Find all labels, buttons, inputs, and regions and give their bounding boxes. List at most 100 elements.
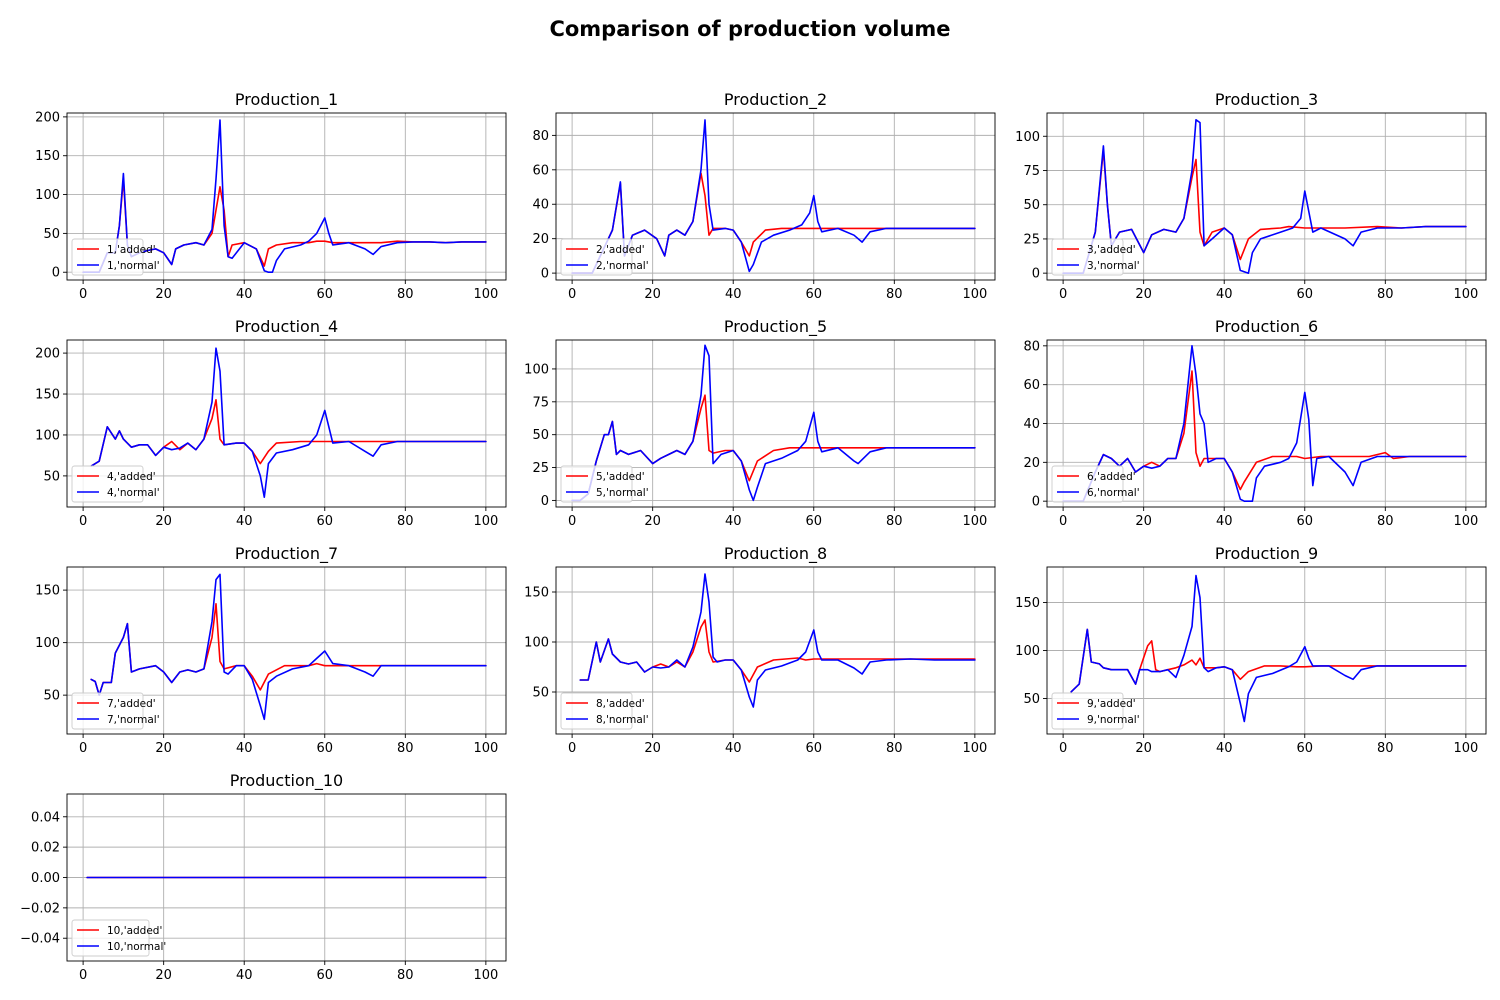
y-tick-label: 200 bbox=[35, 347, 60, 362]
x-tick-label: 60 bbox=[316, 968, 333, 983]
legend: 3,'added' 3,'normal' bbox=[1051, 238, 1140, 276]
legend-label: 1,'added' bbox=[107, 244, 156, 256]
x-tick-label: 40 bbox=[236, 968, 253, 983]
x-tick-label: 40 bbox=[236, 514, 253, 529]
x-tick-label: 20 bbox=[644, 287, 661, 302]
axes-frame bbox=[1046, 112, 1487, 281]
subplot-title: Production_6 bbox=[1215, 317, 1318, 337]
x-tick-label: 20 bbox=[155, 968, 172, 983]
subplot-production-1: Production_1 0 20 40 60 80 100 0 50 100 150 200 1,'a… bbox=[35, 90, 507, 302]
y-tick-label: 25 bbox=[532, 461, 549, 476]
x-tick-label: 60 bbox=[316, 287, 333, 302]
series-line-added bbox=[90, 399, 487, 467]
legend: 10,'added' 10,'normal' bbox=[71, 919, 166, 957]
legend-label: 4,'normal' bbox=[107, 487, 160, 499]
y-tick-label: 50 bbox=[1023, 198, 1040, 213]
x-tick-label: 60 bbox=[805, 514, 822, 529]
legend: 1,'added' 1,'normal' bbox=[71, 238, 160, 276]
y-tick-label: 20 bbox=[532, 232, 549, 247]
x-tick-label: 40 bbox=[1216, 741, 1233, 756]
legend-label: 9,'added' bbox=[1087, 698, 1136, 710]
x-tick-label: 80 bbox=[886, 741, 903, 756]
legend-box bbox=[71, 692, 144, 730]
x-tick-label: 0 bbox=[1059, 741, 1067, 756]
axes-frame bbox=[555, 566, 996, 735]
x-tick-label: 0 bbox=[79, 514, 87, 529]
subplot-production-2: Production_2 0 20 40 60 80 100 0 20 40 60 80 2,'adde… bbox=[532, 90, 996, 302]
y-tick-label: −0.02 bbox=[20, 901, 60, 916]
y-tick-label: 100 bbox=[524, 636, 549, 651]
subplot-title: Production_2 bbox=[724, 90, 827, 110]
y-tick-label: 0 bbox=[541, 267, 549, 282]
x-tick-label: 100 bbox=[962, 287, 987, 302]
x-tick-label: 100 bbox=[473, 287, 498, 302]
legend-label: 1,'normal' bbox=[107, 260, 160, 272]
y-tick-label: 0 bbox=[1032, 267, 1040, 282]
x-tick-label: 0 bbox=[79, 287, 87, 302]
series-line-normal bbox=[90, 573, 487, 721]
x-tick-label: 40 bbox=[236, 287, 253, 302]
legend-box bbox=[71, 465, 144, 503]
x-tick-label: 0 bbox=[1059, 287, 1067, 302]
x-tick-label: 80 bbox=[397, 287, 414, 302]
legend-label: 7,'normal' bbox=[107, 714, 160, 726]
legend-box bbox=[560, 465, 633, 503]
series-line-added bbox=[1070, 628, 1467, 693]
legend-label: 10,'normal' bbox=[107, 941, 166, 953]
legend: 5,'added' 5,'normal' bbox=[560, 465, 649, 503]
y-tick-label: 25 bbox=[1023, 232, 1040, 247]
legend-label: 6,'added' bbox=[1087, 471, 1136, 483]
subplot-production-10: Production_10 0 20 40 60 80 100 −0.04 −0.02 0.00 0… bbox=[20, 771, 507, 983]
y-tick-label: 60 bbox=[532, 163, 549, 178]
x-tick-label: 20 bbox=[155, 741, 172, 756]
y-tick-label: 40 bbox=[532, 198, 549, 213]
legend-label: 5,'added' bbox=[596, 471, 645, 483]
y-tick-label: 0 bbox=[1032, 495, 1040, 510]
y-tick-label: 50 bbox=[43, 689, 60, 704]
y-tick-label: 100 bbox=[35, 636, 60, 651]
x-tick-label: 60 bbox=[805, 287, 822, 302]
x-tick-label: 100 bbox=[1453, 514, 1478, 529]
y-tick-label: 200 bbox=[35, 110, 60, 125]
subplot-title: Production_5 bbox=[724, 317, 827, 337]
x-tick-label: 40 bbox=[1216, 514, 1233, 529]
x-tick-label: 20 bbox=[644, 741, 661, 756]
subplot-title: Production_7 bbox=[235, 544, 338, 564]
subplot-production-8: Production_8 0 20 40 60 80 100 50 100 150 8,'added… bbox=[524, 544, 996, 756]
axes-frame bbox=[66, 339, 507, 508]
axes-frame bbox=[66, 566, 507, 735]
subplot-production-5: Production_5 0 20 40 60 80 100 0 25 50 75 100 5,'add… bbox=[524, 317, 996, 529]
y-tick-label: 0 bbox=[52, 266, 60, 281]
series-line-normal bbox=[1070, 574, 1467, 723]
legend-label: 8,'normal' bbox=[596, 714, 649, 726]
x-tick-label: 0 bbox=[568, 741, 576, 756]
series-line-added bbox=[571, 172, 976, 274]
legend-label: 8,'added' bbox=[596, 698, 645, 710]
y-tick-label: 100 bbox=[1015, 130, 1040, 145]
axes-frame bbox=[555, 339, 996, 508]
legend-box bbox=[1051, 465, 1124, 503]
series-line-normal bbox=[90, 347, 487, 498]
legend-box bbox=[1051, 692, 1124, 730]
legend: 7,'added' 7,'normal' bbox=[71, 692, 160, 730]
x-tick-label: 20 bbox=[1135, 514, 1152, 529]
x-tick-label: 80 bbox=[886, 514, 903, 529]
x-tick-label: 80 bbox=[1377, 287, 1394, 302]
y-tick-label: 40 bbox=[1023, 417, 1040, 432]
subplot-title: Production_1 bbox=[235, 90, 338, 110]
legend-label: 3,'normal' bbox=[1087, 260, 1140, 272]
subplot-title: Production_3 bbox=[1215, 90, 1318, 110]
legend: 6,'added' 6,'normal' bbox=[1051, 465, 1140, 503]
x-tick-label: 80 bbox=[397, 741, 414, 756]
x-tick-label: 0 bbox=[79, 968, 87, 983]
subplot-production-3: Production_3 0 20 40 60 80 100 0 25 50 75 100 3,'add… bbox=[1015, 90, 1487, 302]
legend-label: 7,'added' bbox=[107, 698, 156, 710]
y-tick-label: 75 bbox=[532, 395, 549, 410]
x-tick-label: 80 bbox=[397, 968, 414, 983]
y-tick-label: 0.02 bbox=[31, 841, 60, 856]
legend-box bbox=[71, 238, 144, 276]
x-tick-label: 100 bbox=[962, 514, 987, 529]
y-tick-label: 100 bbox=[35, 428, 60, 443]
subplot-title: Production_4 bbox=[235, 317, 338, 337]
x-tick-label: 100 bbox=[1453, 741, 1478, 756]
